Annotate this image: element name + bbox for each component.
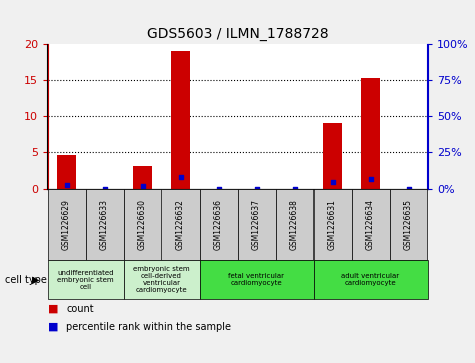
Text: GSM1226632: GSM1226632	[176, 199, 185, 250]
Text: ▶: ▶	[32, 274, 39, 285]
Point	[291, 186, 298, 192]
Point	[215, 186, 222, 192]
Text: undifferentiated
embryonic stem
cell: undifferentiated embryonic stem cell	[57, 269, 114, 290]
Text: adult ventricular
cardiomyocyte: adult ventricular cardiomyocyte	[342, 273, 399, 286]
Bar	[57, 155, 76, 189]
Text: GSM1226629: GSM1226629	[62, 199, 71, 250]
Bar	[171, 51, 190, 189]
Text: GSM1226635: GSM1226635	[404, 199, 413, 250]
Text: count: count	[66, 303, 94, 314]
Point	[63, 182, 70, 188]
Title: GDS5603 / ILMN_1788728: GDS5603 / ILMN_1788728	[147, 27, 328, 41]
Bar	[361, 78, 380, 189]
Text: fetal ventricular
cardiomyocyte: fetal ventricular cardiomyocyte	[228, 273, 285, 286]
Text: embryonic stem
cell-derived
ventricular
cardiomyocyte: embryonic stem cell-derived ventricular …	[133, 266, 190, 293]
Text: percentile rank within the sample: percentile rank within the sample	[66, 322, 231, 332]
Bar	[133, 166, 152, 189]
Text: cell type: cell type	[5, 274, 47, 285]
Bar	[323, 123, 342, 189]
Text: GSM1226630: GSM1226630	[138, 199, 147, 250]
Text: GSM1226631: GSM1226631	[328, 199, 337, 250]
Text: GSM1226634: GSM1226634	[366, 199, 375, 250]
Point	[253, 186, 260, 192]
Text: GSM1226638: GSM1226638	[290, 199, 299, 250]
Text: GSM1226633: GSM1226633	[100, 199, 109, 250]
Point	[101, 186, 108, 192]
Point	[139, 183, 146, 189]
Text: ■: ■	[48, 322, 58, 332]
Point	[405, 186, 412, 192]
Point	[329, 179, 336, 185]
Text: GSM1226636: GSM1226636	[214, 199, 223, 250]
Text: ■: ■	[48, 303, 58, 314]
Text: GSM1226637: GSM1226637	[252, 199, 261, 250]
Point	[177, 174, 184, 180]
Point	[367, 176, 374, 182]
